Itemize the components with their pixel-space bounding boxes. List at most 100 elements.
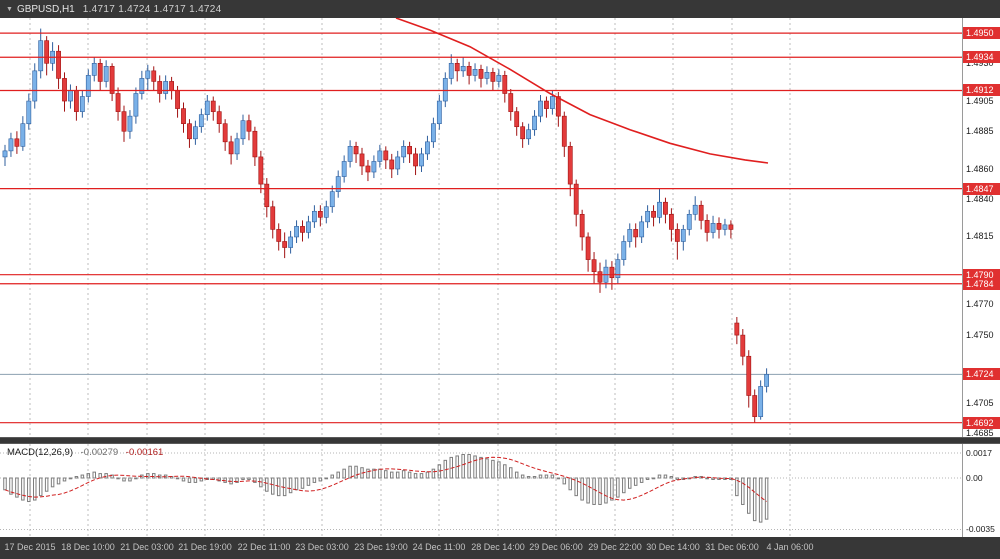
macd-histogram-bar bbox=[300, 477, 305, 489]
candle-body bbox=[472, 69, 478, 76]
candle-body bbox=[347, 146, 353, 162]
time-label: 21 Dec 03:00 bbox=[120, 542, 174, 552]
candle-body bbox=[198, 114, 204, 128]
candle-body bbox=[532, 115, 537, 131]
macd-signal-line bbox=[4, 456, 767, 502]
candle-body bbox=[276, 229, 282, 242]
macd-histogram-bar bbox=[342, 468, 346, 479]
candle-body bbox=[668, 214, 674, 230]
price-tick-label: 1.4770 bbox=[966, 299, 994, 310]
macd-histogram-bar bbox=[622, 477, 626, 494]
indicator-tick-label: -0.0035 bbox=[966, 523, 995, 534]
candle-body bbox=[710, 223, 716, 233]
macd-histogram-bar bbox=[598, 477, 602, 505]
moving-average-line bbox=[395, 18, 769, 164]
price-tick-label: 1.4705 bbox=[966, 397, 994, 408]
macd-histogram-bar bbox=[294, 477, 299, 491]
symbol-dropdown-icon[interactable]: ▼ bbox=[6, 5, 13, 13]
candle-body bbox=[127, 115, 133, 132]
macd-histogram-bar bbox=[425, 471, 430, 479]
macd-histogram-bar bbox=[747, 477, 751, 514]
macd-histogram-bar bbox=[497, 461, 501, 479]
candle-body bbox=[389, 159, 395, 170]
candle-body bbox=[538, 100, 543, 117]
price-tick-label: 1.4905 bbox=[966, 95, 994, 106]
macd-histogram-bar bbox=[413, 473, 418, 479]
macd-histogram-bar bbox=[752, 477, 757, 522]
macd-histogram-bar bbox=[390, 471, 394, 479]
panel-separator-handle[interactable] bbox=[0, 437, 1000, 444]
candle-body bbox=[317, 210, 323, 218]
macd-histogram-bar bbox=[586, 477, 590, 504]
candle-body bbox=[282, 241, 288, 248]
candle-body bbox=[359, 153, 365, 167]
macd-histogram-bar bbox=[33, 477, 37, 501]
macd-histogram-bar bbox=[419, 473, 424, 479]
candle-body bbox=[365, 165, 371, 173]
candle-body bbox=[216, 111, 222, 125]
macd-histogram-bar bbox=[675, 477, 680, 480]
candle-body bbox=[79, 96, 85, 112]
candle-body bbox=[561, 115, 567, 147]
macd-histogram-bar bbox=[610, 477, 614, 501]
candle-body bbox=[353, 146, 359, 155]
candle-body bbox=[686, 214, 692, 230]
candle-body bbox=[704, 220, 710, 233]
macd-histogram-bar bbox=[651, 477, 656, 480]
time-label: 29 Dec 22:00 bbox=[588, 542, 642, 552]
candle-body bbox=[14, 138, 20, 147]
macd-histogram-bar bbox=[38, 477, 43, 497]
macd-histogram-bar bbox=[181, 477, 186, 482]
chart-header: ▼ GBPUSD,H1 1.4717 1.4724 1.4717 1.4724 bbox=[0, 0, 1000, 18]
price-tick-label: 1.4750 bbox=[966, 329, 994, 340]
candle-body bbox=[639, 221, 645, 238]
macd-histogram-bar bbox=[312, 477, 317, 483]
macd-histogram-bar bbox=[485, 458, 489, 479]
macd-histogram-bar bbox=[604, 477, 608, 504]
macd-panel-canvas[interactable] bbox=[0, 444, 962, 537]
candle-body bbox=[514, 111, 520, 128]
price-chart-canvas[interactable] bbox=[0, 18, 962, 437]
macd-histogram-bar bbox=[514, 471, 519, 479]
macd-histogram-bar bbox=[633, 477, 638, 486]
candle-body bbox=[425, 141, 430, 155]
macd-histogram-bar bbox=[86, 473, 91, 479]
macd-histogram-bar bbox=[372, 468, 376, 479]
candle-body bbox=[187, 123, 192, 140]
macd-histogram-bar bbox=[639, 477, 644, 483]
macd-panel: MACD(12,26,9) -0.00279 -0.00161 bbox=[0, 444, 962, 537]
time-label: 31 Dec 06:00 bbox=[705, 542, 759, 552]
candle-body bbox=[133, 93, 139, 117]
candle-body bbox=[294, 226, 299, 238]
macd-histogram-bar bbox=[663, 474, 668, 479]
macd-label: MACD(12,26,9) bbox=[7, 447, 73, 458]
candle-body bbox=[573, 183, 579, 215]
macd-main-value: -0.00279 bbox=[80, 447, 119, 458]
candle-body bbox=[115, 93, 121, 112]
candle-body bbox=[407, 146, 412, 155]
candle-body bbox=[151, 70, 157, 82]
symbol-title: GBPUSD,H1 bbox=[16, 3, 75, 15]
macd-histogram-bar bbox=[378, 468, 382, 479]
macd-histogram-bar bbox=[259, 477, 263, 488]
candle-body bbox=[234, 138, 240, 155]
candle-body bbox=[645, 210, 650, 223]
candle-body bbox=[674, 229, 680, 242]
price-axis: 1.49301.49051.48851.48601.48401.48151.47… bbox=[962, 18, 1000, 438]
time-label: 30 Dec 14:00 bbox=[646, 542, 700, 552]
candle-body bbox=[413, 153, 418, 167]
macd-histogram-bar bbox=[556, 477, 561, 480]
macd-histogram-bar bbox=[330, 474, 334, 479]
candle-body bbox=[20, 123, 26, 147]
candle-body bbox=[728, 224, 734, 230]
macd-histogram-bar bbox=[764, 477, 769, 520]
candle-body bbox=[38, 40, 44, 72]
candle-body bbox=[448, 62, 454, 79]
macd-histogram-bar bbox=[520, 474, 525, 479]
macd-histogram-bar bbox=[580, 477, 584, 501]
price-line-badge: 1.4790 bbox=[963, 268, 1000, 281]
candle-body bbox=[264, 183, 270, 208]
macd-histogram-bar bbox=[193, 477, 198, 483]
macd-histogram-bar bbox=[657, 474, 662, 479]
candle-body bbox=[258, 156, 264, 185]
